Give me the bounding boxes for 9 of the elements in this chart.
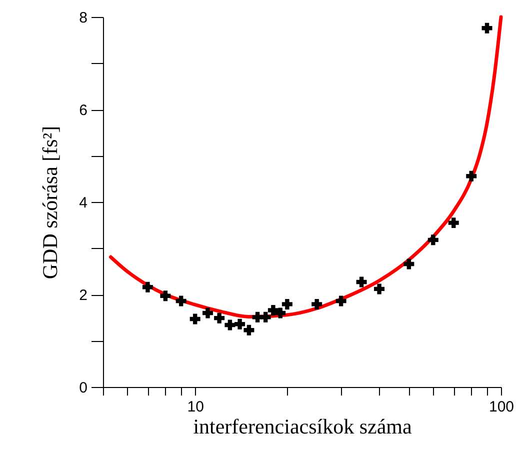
y-tick-label: 0 [79, 380, 88, 396]
y-tick-label: 8 [79, 10, 88, 26]
x-tick-label: 10 [187, 398, 204, 416]
y-axis-title: GDD szórása [fs²] [38, 126, 62, 280]
x-tick-label: 100 [488, 398, 514, 416]
y-tick-label: 2 [79, 287, 88, 304]
x-axis-title: interferenciacsíkok száma [193, 414, 412, 438]
y-tick-label: 4 [79, 194, 88, 212]
y-tick-label: 6 [79, 102, 88, 119]
